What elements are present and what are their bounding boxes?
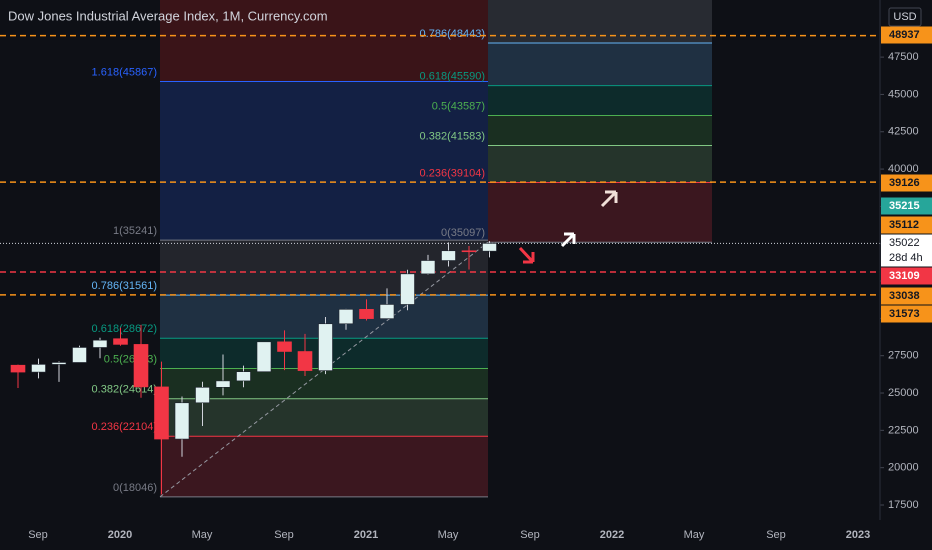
y-tick-label: 47500 — [888, 51, 919, 63]
x-tick-label: Sep — [766, 529, 786, 541]
y-tick-label: 40000 — [888, 163, 919, 175]
candle-body — [482, 243, 497, 252]
arrow-down — [518, 246, 535, 264]
candle-body — [461, 250, 477, 253]
x-tick-label: 2020 — [108, 529, 132, 541]
arrow-up — [560, 232, 576, 248]
fib-label: 0.5(26643) — [104, 353, 157, 365]
y-tick-label: 20000 — [888, 462, 919, 474]
y-tick-label: 45000 — [888, 88, 919, 100]
candle-body — [297, 351, 313, 371]
price-tag-label: 35022 — [889, 237, 920, 249]
fib-zone — [160, 398, 488, 437]
fib-label: 0.382(41583) — [420, 130, 485, 142]
x-tick-label: 2023 — [846, 529, 870, 541]
fib-label: 0.5(43587) — [432, 100, 485, 112]
fib-label: 0.618(45590) — [420, 71, 485, 83]
price-tag — [881, 216, 932, 234]
candle-body — [400, 273, 415, 305]
fib-label: 1(35241) — [113, 225, 157, 237]
candle-body — [236, 371, 251, 382]
fib-label: 0.786(48443) — [420, 28, 485, 40]
y-tick-label: 22500 — [888, 424, 919, 436]
candle-body — [277, 341, 292, 352]
price-tag-label: 31573 — [889, 308, 920, 320]
candle-body — [441, 250, 456, 261]
fib-label: 0.786(31561) — [92, 280, 157, 292]
fib-label: 0(18046) — [113, 482, 157, 494]
x-tick-label: May — [192, 529, 213, 541]
price-tag — [881, 287, 932, 305]
x-tick-label: 2021 — [354, 529, 378, 541]
trend-line — [159, 241, 489, 498]
candle-body — [72, 347, 87, 363]
fib-zone — [488, 182, 712, 243]
x-tick-label: May — [438, 529, 459, 541]
fib-zone — [160, 368, 488, 399]
arrow-up — [600, 190, 618, 208]
price-tag-label: 39126 — [889, 177, 920, 189]
candle-body — [10, 364, 26, 373]
fib-zone — [160, 0, 488, 82]
candle-body — [154, 386, 169, 440]
candle-body — [318, 323, 333, 371]
candle-body — [195, 387, 210, 404]
price-tag — [881, 305, 932, 323]
price-tag-label: 35215 — [889, 200, 920, 212]
fib-label: 0.236(39104) — [420, 167, 485, 179]
price-tag-label: 35112 — [889, 219, 919, 231]
chart-title: Dow Jones Industrial Average Index, 1M, … — [8, 8, 328, 23]
y-tick-label: 17500 — [888, 499, 919, 511]
candle-body — [359, 309, 374, 319]
fib-zone — [160, 436, 488, 497]
x-tick-label: May — [684, 529, 705, 541]
candle-body — [256, 341, 272, 373]
price-tag — [881, 234, 932, 267]
candle-body — [31, 364, 46, 373]
y-tick-label: 42500 — [888, 126, 919, 138]
x-tick-label: Sep — [274, 529, 294, 541]
y-tick-label: 27500 — [888, 350, 919, 362]
fib-zone — [488, 115, 712, 146]
fib-zone — [488, 0, 712, 44]
candle-body — [92, 339, 108, 348]
candle-body — [379, 304, 395, 319]
fib-label: 0.236(22104) — [92, 421, 157, 433]
candle-body — [113, 338, 128, 345]
fib-zone — [160, 240, 488, 296]
fib-label: 0(35097) — [441, 227, 485, 239]
fib-zone — [488, 85, 712, 116]
x-tick-label: Sep — [28, 529, 48, 541]
candle-body — [338, 309, 354, 325]
price-tag — [881, 197, 932, 215]
fib-label: 1.618(45867) — [92, 66, 157, 78]
candle-body — [420, 260, 436, 275]
fib-zone — [488, 43, 712, 86]
y-tick-label: 25000 — [888, 387, 919, 399]
candle-body — [51, 362, 67, 365]
currency-box[interactable] — [888, 7, 922, 27]
price-tag — [881, 174, 932, 192]
fib-label: 0.618(28672) — [92, 323, 157, 335]
fib-zone — [488, 145, 712, 183]
price-tag — [881, 26, 932, 44]
price-tag — [881, 267, 932, 285]
countdown: 28d 4h — [889, 252, 923, 264]
price-tag-label: 33109 — [889, 270, 920, 282]
x-tick-label: Sep — [520, 529, 540, 541]
currency[interactable]: USD — [893, 11, 916, 23]
price-tag-label: 33038 — [889, 290, 920, 302]
candle-body — [133, 344, 149, 388]
candle-body — [174, 402, 190, 440]
x-tick-label: 2022 — [600, 529, 624, 541]
candle-body — [215, 380, 231, 388]
fib-zone — [160, 81, 488, 241]
price-tag-label: 48937 — [889, 29, 920, 41]
